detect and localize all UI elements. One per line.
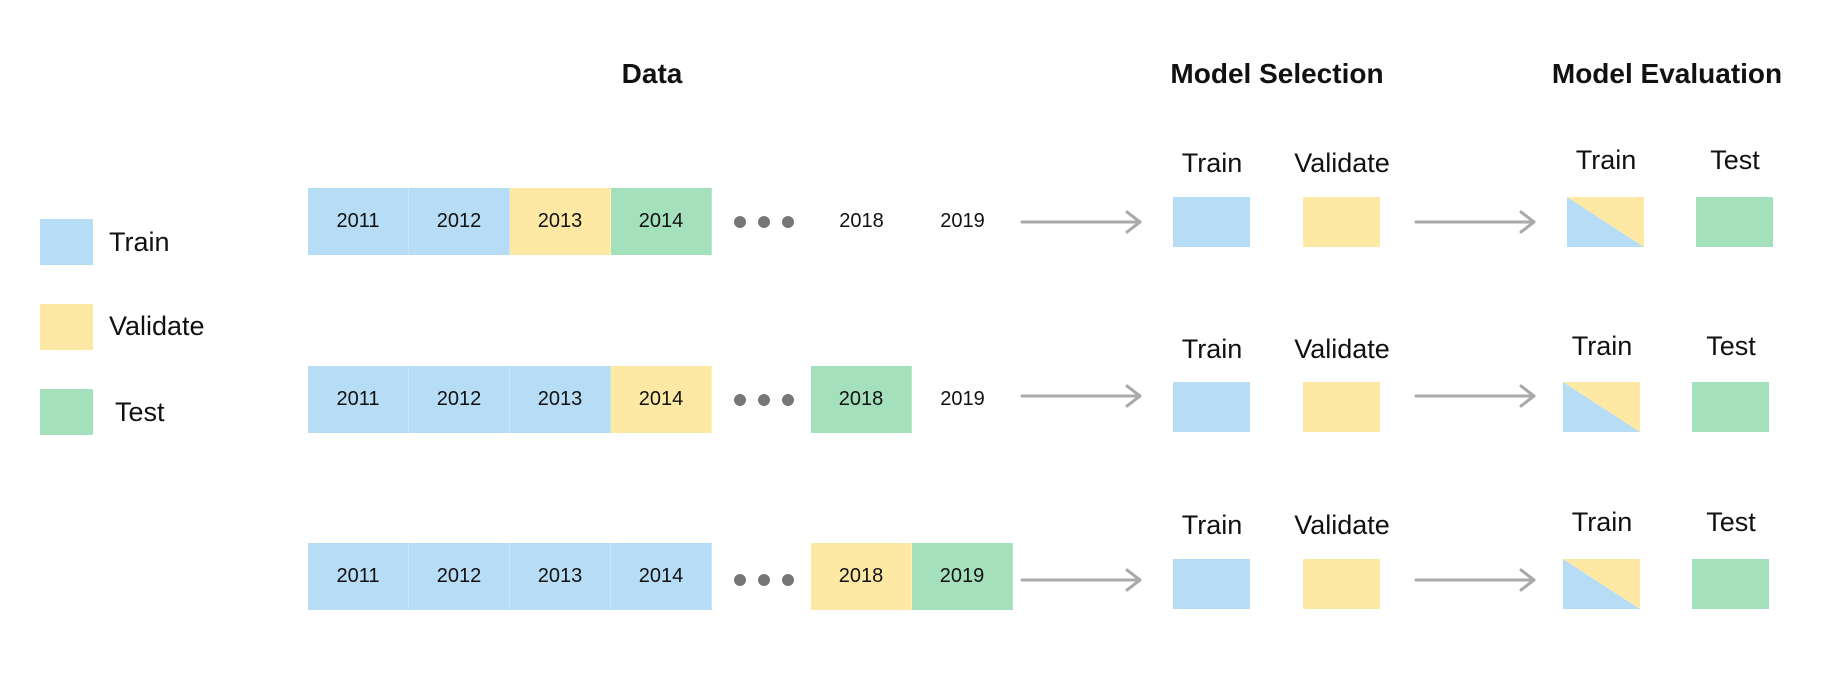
row3-ellipsis <box>734 574 794 586</box>
heading-model-selection: Model Selection <box>1170 58 1384 89</box>
row2-cell-2018: 2018 <box>811 366 912 433</box>
arrow-row2-data-to-selection <box>1020 384 1142 408</box>
row2-cell-2013: 2013 <box>510 366 611 433</box>
row3-cell-2019: 2019 <box>912 543 1013 610</box>
row2-evaluation-test-label: Test <box>1706 331 1756 361</box>
row2-selection-train-box <box>1173 382 1250 432</box>
row2-cell-2012: 2012 <box>409 366 510 433</box>
legend-swatch-train <box>40 219 93 265</box>
row1-selection-train-box <box>1173 197 1250 247</box>
legend-label-validate: Validate <box>109 311 205 341</box>
row1-selection-train-label: Train <box>1181 148 1243 178</box>
heading-data: Data <box>621 58 683 89</box>
row2-ellipsis <box>734 394 794 406</box>
row1-cell-2019: 2019 <box>912 188 1013 255</box>
row2-selection-train-label: Train <box>1181 334 1243 364</box>
row1-selection-validate-label: Validate <box>1294 148 1390 178</box>
row3-evaluation-test-box <box>1692 559 1769 609</box>
row1-cell-2014: 2014 <box>611 188 712 255</box>
row2-cell-2019: 2019 <box>912 366 1013 433</box>
row2-cell-2014: 2014 <box>611 366 712 433</box>
row2-cell-2011: 2011 <box>308 366 409 433</box>
row1-evaluation-train-label: Train <box>1575 145 1637 175</box>
row2-evaluation-train-label: Train <box>1571 331 1633 361</box>
row2-evaluation-test-box <box>1692 382 1769 432</box>
row1-ellipsis <box>734 216 794 228</box>
row3-selection-validate-label: Validate <box>1294 510 1390 540</box>
legend-swatch-validate <box>40 304 93 350</box>
arrow-row1-selection-to-evaluation <box>1414 210 1536 234</box>
row3-evaluation-train-validate-box <box>1563 559 1640 609</box>
row3-cell-2013: 2013 <box>510 543 611 610</box>
row1-selection-validate-box <box>1303 197 1380 247</box>
row1-evaluation-test-label: Test <box>1710 145 1760 175</box>
row1-cell-2012: 2012 <box>409 188 510 255</box>
row1-cell-2011: 2011 <box>308 188 409 255</box>
arrow-row1-data-to-selection <box>1020 210 1142 234</box>
row2-selection-validate-box <box>1303 382 1380 432</box>
arrow-row3-data-to-selection <box>1020 568 1142 592</box>
row3-selection-validate-box <box>1303 559 1380 609</box>
row1-evaluation-train-validate-box <box>1567 197 1644 247</box>
row3-cell-2014: 2014 <box>611 543 712 610</box>
row3-cell-2012: 2012 <box>409 543 510 610</box>
row1-cell-2013: 2013 <box>510 188 611 255</box>
row3-cell-2018: 2018 <box>811 543 912 610</box>
legend-label-test: Test <box>115 397 165 427</box>
row3-cell-2011: 2011 <box>308 543 409 610</box>
row2-evaluation-train-validate-box <box>1563 382 1640 432</box>
legend-label-train: Train <box>109 227 170 257</box>
row3-selection-train-box <box>1173 559 1250 609</box>
arrow-row3-selection-to-evaluation <box>1414 568 1536 592</box>
row3-selection-train-label: Train <box>1181 510 1243 540</box>
row3-evaluation-train-label: Train <box>1571 507 1633 537</box>
legend-swatch-test <box>40 389 93 435</box>
row1-evaluation-test-box <box>1696 197 1773 247</box>
row3-evaluation-test-label: Test <box>1706 507 1756 537</box>
arrow-row2-selection-to-evaluation <box>1414 384 1536 408</box>
row1-cell-2018: 2018 <box>811 188 912 255</box>
heading-model-evaluation: Model Evaluation <box>1551 58 1783 89</box>
row2-selection-validate-label: Validate <box>1294 334 1390 364</box>
